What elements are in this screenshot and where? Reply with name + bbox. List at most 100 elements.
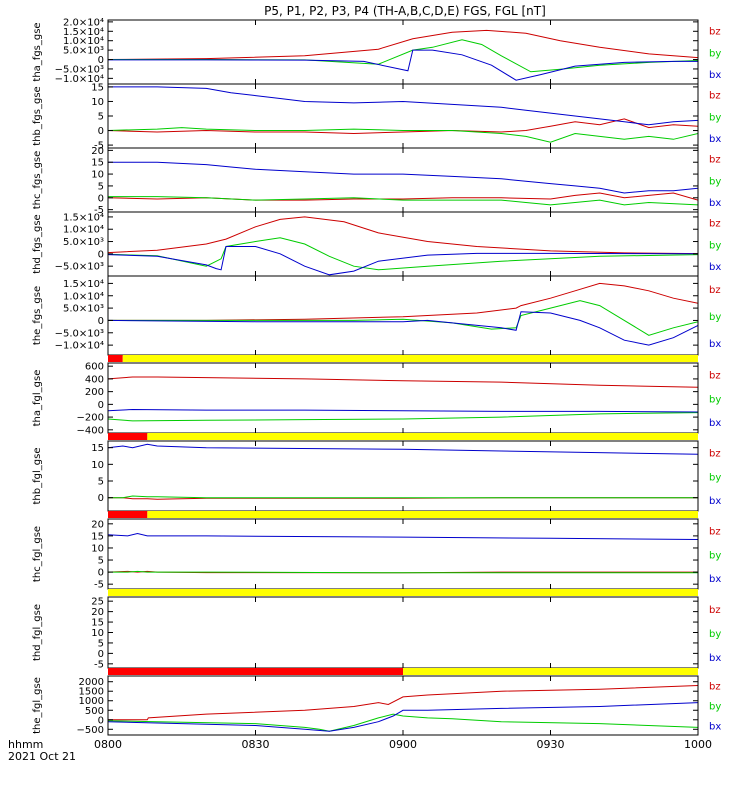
legend-bz: bz	[709, 27, 721, 38]
ytick-label: 5	[98, 477, 104, 488]
legend-by: by	[709, 702, 721, 713]
legend-bx: bx	[709, 418, 721, 429]
panel-ylabel: the_fgs_gse	[32, 286, 43, 345]
legend-bx: bx	[709, 262, 721, 273]
legend-by: by	[709, 312, 721, 323]
ytick-label: −500	[77, 725, 104, 736]
panel-frame	[107, 83, 699, 149]
panel-ylabel: thd_fgs_gse	[32, 214, 43, 273]
legend-by: by	[709, 112, 721, 123]
ytick-label: 5	[98, 112, 104, 123]
legend-bz: bz	[709, 527, 721, 538]
series-by-line	[108, 127, 698, 143]
panel-tha_fgs_gse: 2.0×10⁴1.5×10⁴1.0×10⁴5.0×10³0−5.0×10³−1.…	[32, 17, 721, 84]
ytick-label: 400	[85, 374, 104, 385]
ytick-label: 10	[91, 628, 104, 639]
legend-bx: bx	[709, 339, 721, 350]
series-bx-line	[108, 532, 698, 540]
panel-frame	[107, 596, 699, 669]
ytick-label: -5	[94, 580, 104, 591]
panel-thb_fgs_gse: 15 10 5 0 -5 thb_fgs_gse bz by bx	[32, 82, 721, 151]
ytick-label: 5	[98, 556, 104, 567]
panel-thb_fgl_gse: 15 10 5 0 thb_fgl_gse bz by bx	[32, 433, 721, 512]
panel-frame	[107, 19, 699, 85]
panel-ylabel: thc_fgs_gse	[32, 151, 43, 210]
series-by-line	[108, 237, 698, 271]
ytick-label: 600	[85, 362, 104, 373]
panel-frame	[107, 518, 699, 590]
xtick-label: 0800	[94, 738, 122, 751]
ytick-label: 0	[98, 400, 104, 411]
state-bar-segment	[147, 511, 699, 518]
ytick-label: 200	[85, 387, 104, 398]
panels-group: 2.0×10⁴1.5×10⁴1.0×10⁴5.0×10³0−5.0×10³−1.…	[32, 17, 721, 735]
ytick-label: 0	[98, 715, 104, 726]
panel-frame	[107, 211, 699, 277]
legend-bz: bz	[709, 449, 721, 460]
series-by-line	[108, 300, 698, 336]
ytick-label: 10	[91, 543, 104, 554]
series-bz-line	[108, 376, 698, 388]
state-bar-segment	[403, 668, 698, 675]
ytick-label: -5	[94, 141, 104, 152]
series-by-line	[108, 495, 698, 499]
ytick-label: 2000	[79, 677, 104, 688]
legend-bz: bz	[709, 285, 721, 296]
legend-by: by	[709, 240, 721, 251]
legend-bz: bz	[709, 155, 721, 166]
xtick-label: 0900	[389, 738, 417, 751]
series-by-line	[108, 412, 698, 422]
ytick-label: 1.5×10⁴	[63, 212, 104, 223]
ytick-label: 20	[91, 146, 104, 157]
legend-bz: bz	[709, 682, 721, 693]
legend-by: by	[709, 550, 721, 561]
legend-by: by	[709, 472, 721, 483]
panel-ylabel: the_fgl_gse	[32, 677, 43, 734]
legend-by: by	[709, 48, 721, 59]
ytick-label: 0	[98, 193, 104, 204]
ytick-label: 1.5×10⁴	[63, 279, 104, 290]
ytick-label: -5	[94, 205, 104, 216]
state-bar-segment	[108, 433, 148, 440]
series-bx-line	[108, 86, 698, 126]
xtick-label: 0830	[242, 738, 270, 751]
ytick-label: 1000	[79, 696, 104, 707]
series-bz-line	[108, 216, 698, 255]
figure-title: P5, P1, P2, P3, P4 (TH-A,B,C,D,E) FGS, F…	[264, 4, 546, 18]
state-bar-segment	[108, 668, 403, 675]
state-bar-segment	[122, 355, 698, 362]
ytick-label: 10	[91, 97, 104, 108]
xtick-label: 1000	[684, 738, 712, 751]
legend-bx: bx	[709, 722, 721, 733]
series-bx-line	[108, 246, 698, 276]
ytick-label: 1.5×10⁴	[63, 27, 104, 38]
ytick-label: 500	[85, 706, 104, 717]
panel-ylabel: thb_fgs_gse	[32, 86, 43, 145]
ytick-label: 15	[91, 443, 104, 454]
legend-bx: bx	[709, 134, 721, 145]
ytick-label: 0	[98, 649, 104, 660]
panel-frame	[107, 440, 699, 512]
series-by-line	[108, 39, 698, 73]
panel-ylabel: thc_fgl_gse	[32, 526, 43, 582]
series-bz-line	[108, 282, 698, 321]
ytick-label: 25	[91, 597, 104, 608]
xtick-label: 0930	[537, 738, 565, 751]
ytick-label: 1.0×10⁴	[63, 291, 104, 302]
time-axis: 0800 0830 0900 0930 1000	[94, 738, 712, 751]
series-by-line	[108, 713, 698, 732]
series-bz-line	[108, 685, 698, 721]
legend-bx: bx	[709, 198, 721, 209]
panel-ylabel: tha_fgs_gse	[32, 22, 43, 81]
ytick-label: 0	[98, 568, 104, 579]
ytick-label: 15	[91, 531, 104, 542]
series-bz-line	[108, 192, 698, 201]
panel-frame	[107, 275, 699, 356]
